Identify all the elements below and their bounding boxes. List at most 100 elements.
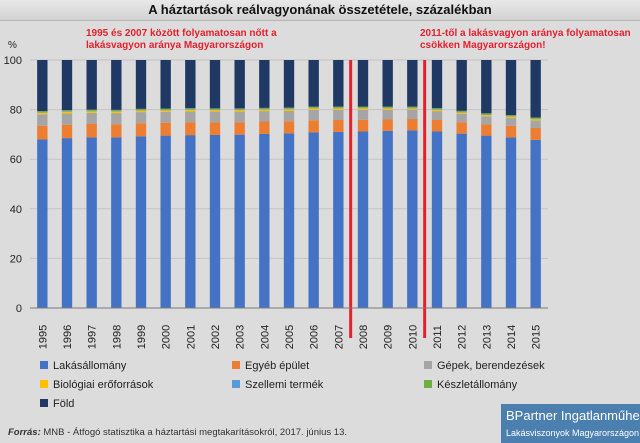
bar-segment: [357, 131, 369, 308]
y-tick-label: 80: [10, 105, 22, 117]
bar-segment: [160, 60, 171, 109]
bar-segment: [37, 60, 48, 112]
legend: Lakásállomány Egyéb épület Gépek, berendez…: [40, 360, 545, 410]
bar-segment: [431, 120, 443, 132]
annotation-right-line-1: 2011-től a lakásvagyon aránya folyamatos…: [420, 28, 631, 39]
bar-segment: [234, 122, 245, 135]
bar-segment: [234, 134, 245, 308]
bar-segment: [86, 60, 97, 110]
bar-segment: [111, 124, 122, 138]
bar-segment: [407, 130, 418, 308]
bar-segment: [209, 110, 221, 112]
bar-segment: [135, 110, 147, 113]
legend-label: Készletállomány: [437, 379, 518, 391]
bar-segment: [505, 118, 517, 126]
bar-segment: [259, 60, 270, 108]
bar-segment: [160, 110, 171, 112]
bar-segment: [481, 60, 492, 114]
bar-segment: [234, 60, 245, 109]
x-tick-label: 2012: [457, 325, 469, 349]
bar-segment: [86, 111, 97, 113]
x-tick-label: 2014: [506, 325, 518, 349]
bar-segment: [407, 109, 418, 120]
bar-segment: [456, 122, 467, 134]
bar-segment: [308, 109, 319, 121]
bar-segment: [185, 111, 196, 123]
bar-segment: [333, 106, 344, 108]
bar-segment: [431, 109, 443, 112]
bar-segment: [308, 106, 319, 108]
x-tick-label: 1995: [37, 325, 49, 349]
bar-segment: [431, 131, 443, 308]
bar-segment: [61, 60, 73, 111]
bar-segment: [37, 114, 48, 126]
bar-segment: [431, 111, 443, 121]
bar-segment: [308, 60, 319, 107]
bar-segment: [61, 124, 73, 139]
chart-title: A háztartások reálvagyonának összetétele…: [0, 0, 640, 21]
x-tick-label: 1998: [111, 325, 123, 349]
bar-segment: [530, 120, 541, 128]
legend-label: Föld: [53, 398, 74, 410]
bar-segment: [111, 109, 122, 112]
x-tick-label: 1999: [136, 325, 148, 349]
bar-segment: [333, 108, 344, 110]
x-tick-label: 2006: [309, 325, 321, 349]
x-tick-label: 2000: [161, 325, 173, 349]
x-tick-label: 2010: [407, 325, 419, 349]
bar-segment: [37, 125, 48, 140]
bar-segment: [505, 137, 517, 308]
bar-segment: [481, 124, 492, 136]
annotation-left-line-2: lakásvagyon aránya Magyarországon: [86, 40, 263, 51]
y-tick-label: 100: [4, 55, 22, 67]
bar-segment: [382, 119, 393, 131]
y-tick-label: 40: [10, 204, 22, 216]
bar-segment: [407, 108, 418, 110]
bar-segment: [333, 131, 344, 308]
bar-segment: [481, 113, 492, 115]
x-tick-label: 2005: [284, 325, 296, 349]
highlight-separators: [349, 60, 427, 338]
bar-segment: [357, 106, 369, 108]
bar-segment: [37, 111, 48, 113]
x-tick-label: 2002: [210, 325, 222, 349]
bar-segment: [185, 122, 196, 136]
bar-segment: [283, 107, 295, 109]
bar-segment: [185, 135, 196, 308]
bar-segment: [111, 137, 122, 308]
legend-swatch: [424, 361, 432, 369]
x-tick-label: 2001: [185, 325, 197, 349]
legend-swatch: [232, 380, 240, 388]
bar-segment: [407, 106, 418, 108]
bar-segment: [259, 109, 270, 112]
bar-segment: [357, 60, 369, 107]
x-tick-label: 2011: [432, 325, 444, 349]
bar-segment: [530, 127, 541, 140]
bar-segment: [135, 123, 147, 137]
bar-segment: [234, 111, 245, 123]
bar-segment: [160, 111, 171, 123]
bar-segment: [530, 139, 541, 308]
bar-segment: [185, 108, 196, 110]
bar-segment: [135, 112, 147, 124]
bar-segment: [86, 137, 97, 308]
bar-segment: [456, 113, 467, 123]
bar-segment: [283, 60, 295, 108]
legend-swatch: [424, 380, 432, 388]
bar-segment: [333, 120, 344, 132]
bar-segment: [61, 113, 73, 125]
bar-segment: [382, 108, 393, 110]
bar-segment: [209, 111, 221, 123]
bar-segment: [530, 117, 541, 119]
x-tick-label: 2008: [358, 325, 370, 349]
bar-segment: [86, 123, 97, 138]
bars: [37, 60, 541, 308]
annotation-left-line-1: 1995 és 2007 között folyamatosan nőtt a: [86, 28, 277, 39]
legend-label: Egyéb épület: [245, 360, 309, 372]
bar-segment: [86, 109, 97, 111]
bar-segment: [407, 60, 418, 107]
bar-segment: [185, 60, 196, 109]
x-tick-label: 2004: [259, 325, 271, 349]
bar-segment: [333, 109, 344, 121]
bar-segment: [160, 108, 171, 110]
